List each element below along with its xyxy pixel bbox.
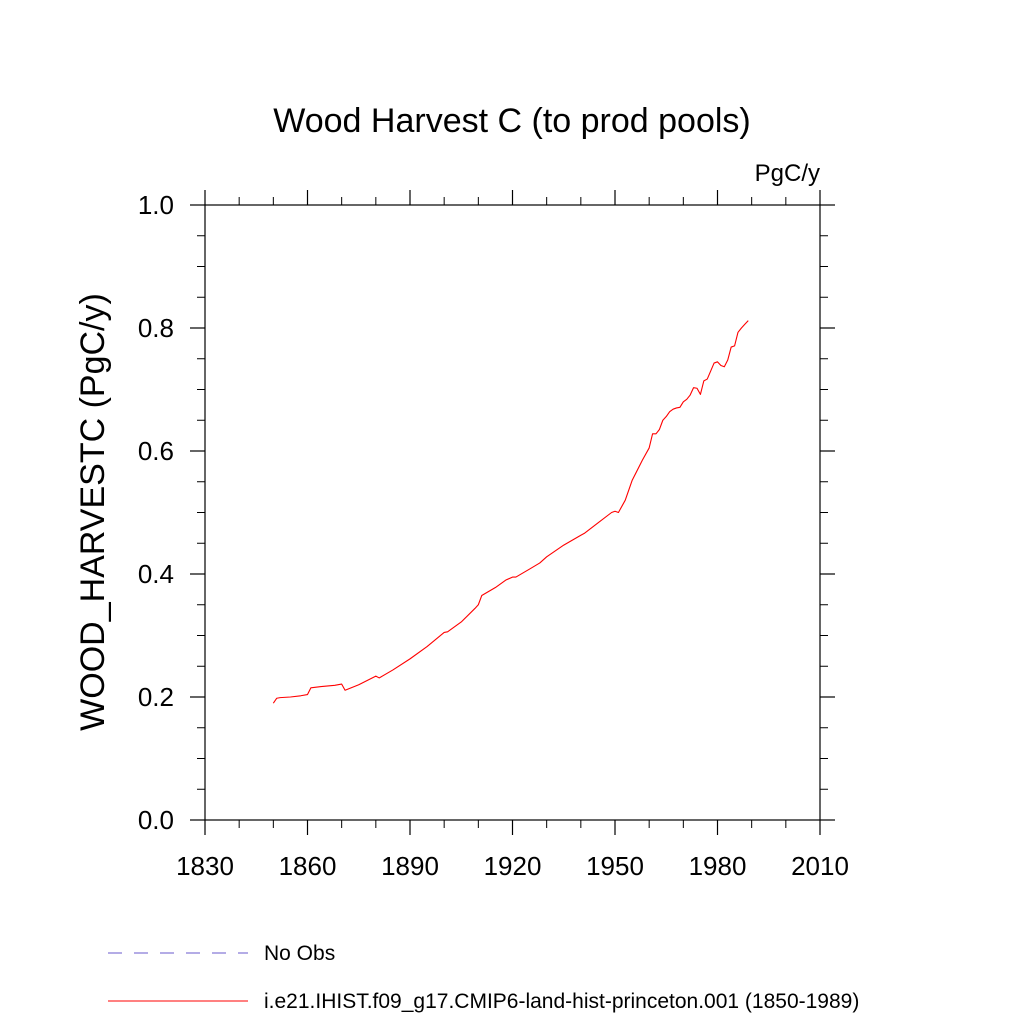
x-tick-label: 1830 [176, 851, 234, 881]
series-layer [272, 320, 749, 704]
x-tick-label: 1980 [689, 851, 747, 881]
plot-frame [204, 204, 821, 821]
y-tick-label: 0.8 [138, 313, 174, 343]
x-tick-label: 2010 [791, 851, 849, 881]
axis-tick-labels: 1830 1860 1890 1920 1950 1980 2010 0.0 0.2 0.4 0.6… [138, 190, 849, 881]
legend-label-model: i.e21.IHIST.f09_g17.CMIP6-land-hist-prin… [264, 990, 859, 1013]
x-tick-label: 1860 [279, 851, 337, 881]
y-axis-label: WOOD_HARVESTC (PgC/y) [74, 293, 112, 731]
y-tick-label: 1.0 [138, 190, 174, 220]
x-tick-label: 1950 [586, 851, 644, 881]
x-tick-label: 1920 [484, 851, 542, 881]
y-tick-label: 0.2 [138, 682, 174, 712]
chart-title: Wood Harvest C (to prod pools) [273, 102, 750, 140]
y-tick-label: 0.6 [138, 436, 174, 466]
axis-ticks [190, 190, 835, 835]
legend: No Obs i.e21.IHIST.f09_g17.CMIP6-land-hi… [108, 942, 859, 1013]
series-line-1 [272, 320, 749, 704]
units-label: PgC/y [755, 160, 820, 187]
y-tick-label: 0.0 [138, 805, 174, 835]
x-tick-label: 1890 [381, 851, 439, 881]
legend-label-no-obs: No Obs [264, 942, 335, 965]
y-tick-label: 0.4 [138, 559, 174, 589]
